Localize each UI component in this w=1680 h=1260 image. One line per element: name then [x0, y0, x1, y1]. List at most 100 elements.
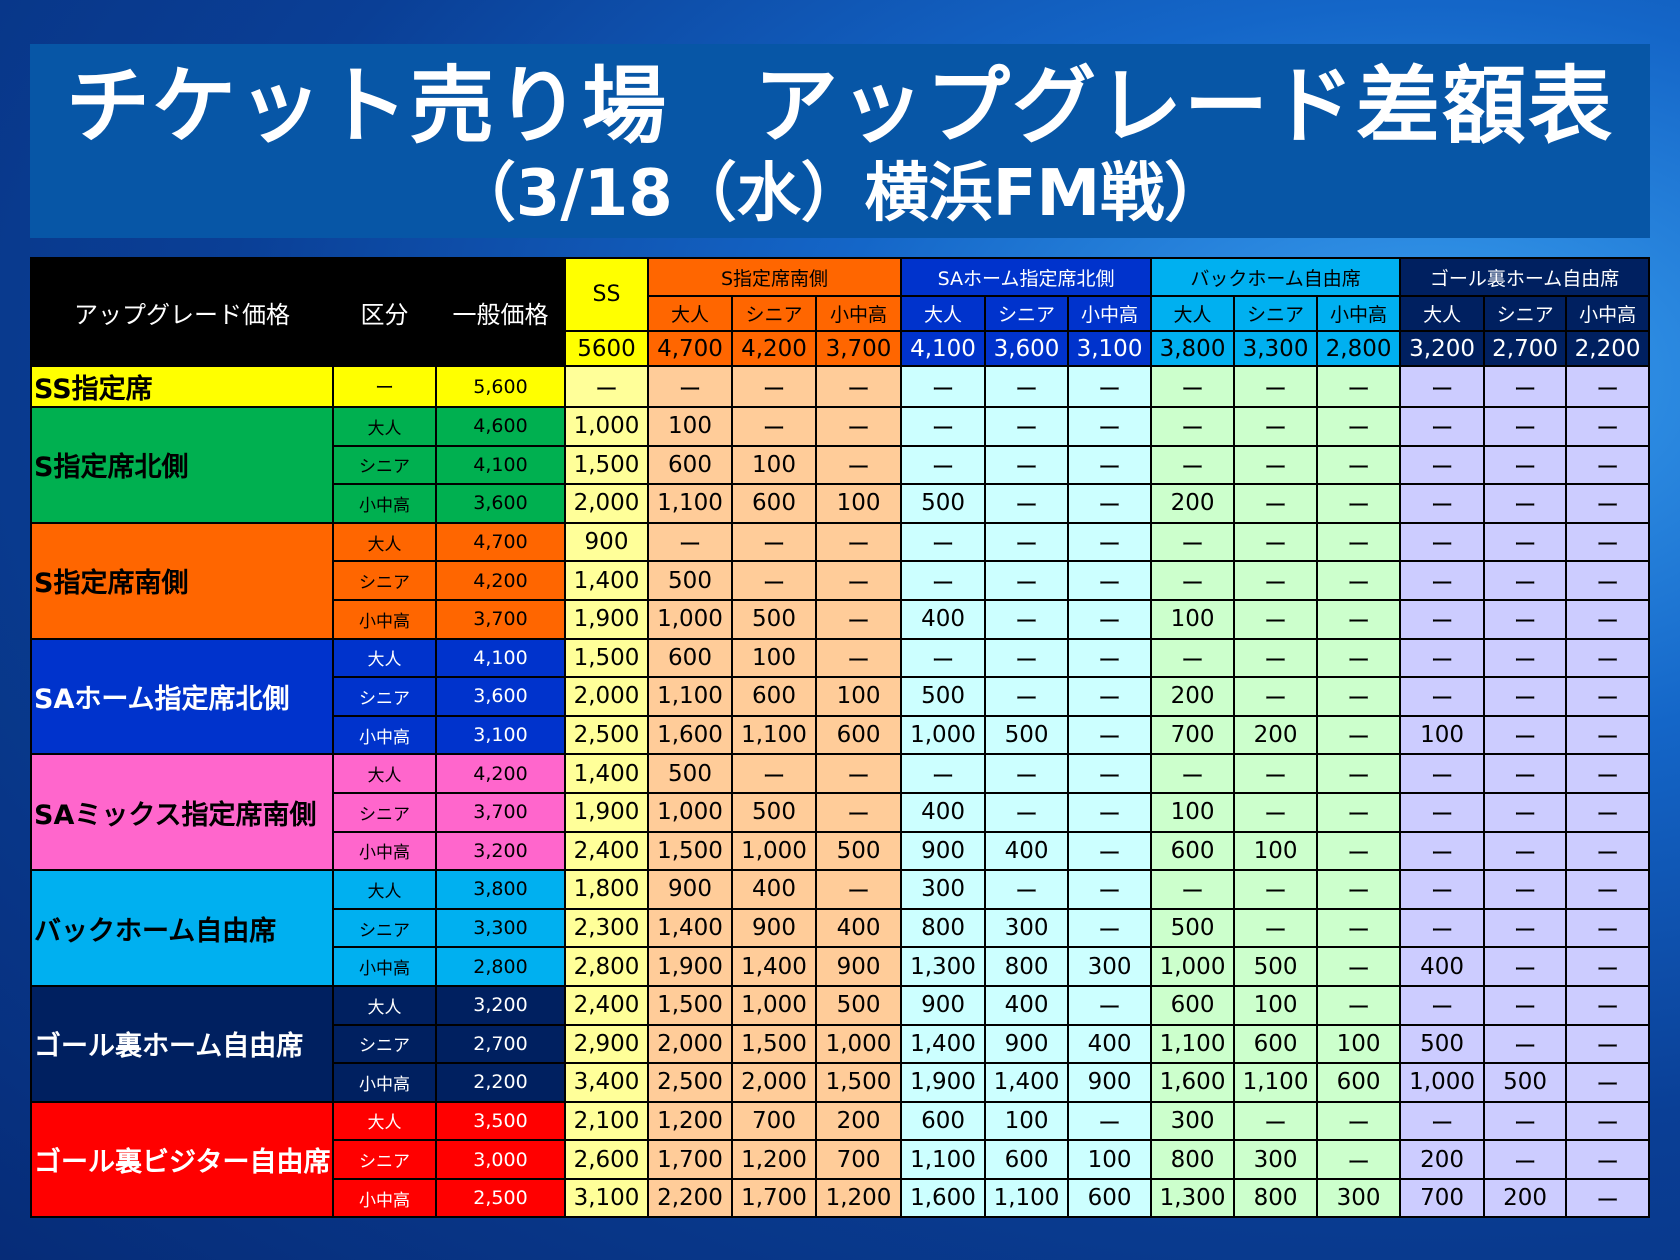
upgrade-diff-cell: ー — [1233, 791, 1319, 833]
upgrade-diff-cell: 1,200 — [647, 1100, 733, 1142]
upgrade-diff-cell: ー — [1067, 444, 1153, 486]
upgrade-diff-cell: ー — [1399, 637, 1486, 679]
upgrade-diff-cell: 1,500 — [647, 830, 733, 872]
table-row: ゴール裏ホーム自由席 大人 3,200 2,400 1,500 1,000 500 900 40… — [30, 984, 1651, 1103]
upgrade-diff-cell: ー — [984, 791, 1070, 833]
upgrade-diff-cell: 300 — [1150, 1100, 1236, 1142]
general-price-cell: 3,100 — [435, 714, 566, 756]
upgrade-diff-cell: ー — [984, 483, 1070, 524]
upgrade-diff-cell: 1,900 — [647, 946, 733, 987]
upgrade-diff-cell: 700 — [1399, 1177, 1486, 1219]
kubun-cell: シニア — [332, 791, 437, 833]
upgrade-diff-cell: 900 — [900, 984, 987, 1026]
upgrade-diff-cell: ー — [1067, 791, 1153, 833]
upgrade-diff-cell: 1,300 — [1150, 1177, 1236, 1219]
upgrade-diff-cell: ー — [1399, 830, 1486, 872]
table-row: シニア 2,700 2,900 2,000 1,500 1,000 1,400 900 400 1… — [31, 1023, 1651, 1065]
upgrade-diff-cell: 100 — [1150, 791, 1236, 833]
upgrade-diff-cell: 100 — [1233, 984, 1319, 1026]
upgrade-diff-cell: 200 — [1233, 714, 1319, 756]
upgrade-diff-cell: ー — [1483, 753, 1568, 794]
upgrade-diff-cell: ー — [984, 521, 1070, 563]
upgrade-diff-cell: 900 — [984, 1023, 1070, 1065]
upgrade-diff-cell: ー — [1399, 869, 1486, 910]
table-row: SS指定席ー 5,600 ーーーーーーーーーーーーー — [30, 365, 1651, 408]
upgrade-diff-cell: 1,000 — [1399, 1062, 1486, 1103]
upgrade-diff-cell: 600 — [814, 714, 903, 756]
upgrade-diff-cell: ー — [1565, 406, 1651, 447]
upgrade-diff-cell: ー — [1483, 1023, 1568, 1065]
upgrade-diff-cell: 100 — [1150, 598, 1236, 640]
upgrade-diff-cell: 1,800 — [564, 869, 649, 910]
upgrade-diff-cell: 400 — [1067, 1023, 1153, 1065]
upgrade-diff-cell: ー — [1483, 676, 1568, 717]
upgrade-diff-cell: 300 — [1067, 946, 1153, 987]
upgrade-diff-cell: ー — [1316, 714, 1402, 756]
general-price-cell: 3,000 — [435, 1139, 566, 1180]
seat-group-header: バックホーム自由席 — [1150, 257, 1402, 297]
upgrade-diff-cell: ー — [1565, 946, 1651, 987]
upgrade-diff-cell: ー — [1233, 560, 1319, 601]
kubun-header: 区分 — [332, 257, 437, 367]
upgrade-diff-cell: ー — [1565, 521, 1651, 563]
category-header: 小中高 — [1316, 295, 1402, 332]
upgrade-diff-cell: ー — [1150, 444, 1236, 486]
upgrade-diff-cell: 100 — [814, 483, 903, 524]
upgrade-diff-cell: ー — [814, 753, 903, 794]
table-row: 小中高 3,100 2,500 1,600 1,100 600 1,000 500 ー 700 20… — [31, 714, 1651, 756]
category-header: 大人 — [647, 295, 733, 332]
kubun-cell: 大人 — [332, 753, 437, 794]
upgrade-diff-cell: 2,100 — [564, 1100, 649, 1142]
upgrade-diff-cell: ー — [1150, 869, 1236, 910]
page-subtitle: （3/18（水）横浜FM戦） — [451, 157, 1229, 231]
header-row-prices: 5600 4,700 4,200 3,700 4,100 3,600 3,100 3,800 3… — [31, 330, 1651, 367]
upgrade-diff-cell: ー — [1233, 1100, 1319, 1142]
upgrade-diff-cell: ー — [1399, 1100, 1486, 1142]
kubun-cell: 小中高 — [332, 598, 437, 640]
header-row-categories: 大人 シニア 小中高 大人 シニア 小中高 大人 シニア 小中高 大人 シニア 小中高 — [31, 295, 1651, 332]
upgrade-diff-cell: 300 — [900, 869, 987, 910]
upgrade-diff-cell: 1,600 — [647, 714, 733, 756]
upgrade-diff-cell: ー — [1067, 714, 1153, 756]
general-price-cell: 4,200 — [435, 560, 566, 601]
upgrade-diff-cell: 2,800 — [564, 946, 649, 987]
upgrade-diff-cell: 300 — [1316, 1177, 1402, 1219]
seat-group-header: S指定席南側 — [646, 257, 903, 297]
upgrade-diff-cell: ー — [1565, 714, 1651, 756]
category-price: 3,700 — [814, 330, 903, 367]
upgrade-diff-cell: ー — [1565, 869, 1651, 910]
upgrade-diff-cell: ー — [1067, 753, 1153, 794]
table-row: シニア 3,700 1,900 1,000 500 ー 400 ーー 100 ーーーーー — [31, 791, 1651, 833]
upgrade-diff-cell: ー — [1399, 483, 1486, 524]
upgrade-diff-cell: ー — [814, 869, 903, 910]
upgrade-diff-cell: ー — [1565, 1023, 1651, 1065]
upgrade-diff-cell: 500 — [814, 984, 903, 1026]
upgrade-diff-cell: 500 — [647, 560, 733, 601]
upgrade-diff-cell: ー — [1399, 676, 1486, 717]
upgrade-diff-cell: 1,100 — [900, 1139, 987, 1180]
upgrade-diff-cell: ー — [984, 560, 1070, 601]
upgrade-diff-cell: 2,600 — [564, 1139, 649, 1180]
upgrade-diff-cell: 200 — [1150, 676, 1236, 717]
upgrade-diff-cell: ー — [1316, 907, 1402, 949]
general-price-cell: 4,600 — [435, 406, 566, 447]
upgrade-diff-cell: 600 — [900, 1100, 987, 1142]
category-price: 4,200 — [731, 330, 817, 367]
upgrade-diff-cell: 500 — [1150, 907, 1236, 949]
category-header: 大人 — [1399, 295, 1486, 332]
upgrade-diff-cell: ー — [1399, 365, 1486, 408]
upgrade-diff-cell: ー — [1067, 1100, 1153, 1142]
general-price-cell: 4,100 — [435, 637, 566, 679]
upgrade-diff-cell: ー — [1565, 984, 1651, 1026]
upgrade-diff-cell: 1,000 — [900, 714, 987, 756]
category-header: 小中高 — [814, 295, 903, 332]
upgrade-diff-cell: ー — [647, 365, 733, 408]
upgrade-diff-cell: 1,600 — [900, 1177, 987, 1219]
upgrade-diff-cell: ー — [1565, 1139, 1651, 1180]
upgrade-diff-cell: 1,400 — [731, 946, 817, 987]
upgrade-diff-cell: 100 — [647, 406, 733, 447]
upgrade-diff-cell: ー — [1565, 483, 1651, 524]
upgrade-diff-cell: 800 — [1233, 1177, 1319, 1219]
upgrade-diff-cell: ー — [1316, 791, 1402, 833]
upgrade-diff-cell: 2,400 — [564, 984, 649, 1026]
